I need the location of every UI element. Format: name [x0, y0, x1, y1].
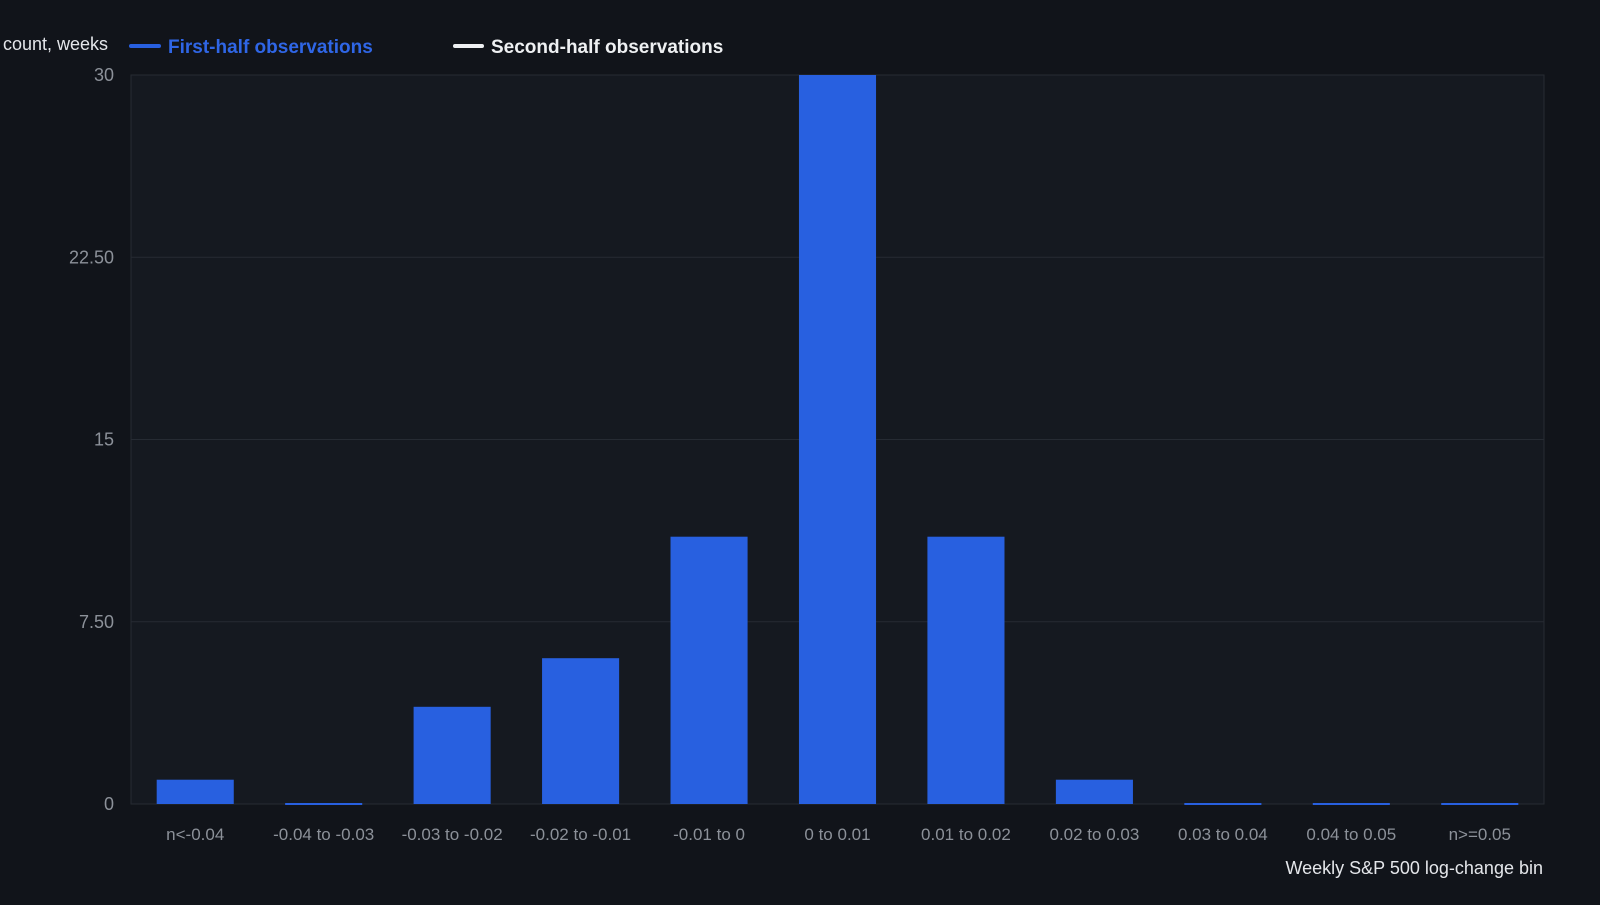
bar[interactable]	[156, 779, 234, 804]
bar[interactable]	[542, 658, 620, 804]
bar[interactable]	[1312, 803, 1390, 805]
y-axis-ticks: 0 7.50 15 22.50 30	[69, 65, 114, 814]
x-tick-label: -0.01 to 0	[673, 825, 745, 844]
bars	[156, 75, 1519, 805]
bar[interactable]	[670, 536, 748, 804]
y-tick-label: 30	[94, 65, 114, 85]
x-tick-label: -0.03 to -0.02	[402, 825, 503, 844]
bar[interactable]	[927, 536, 1005, 804]
bar[interactable]	[1441, 803, 1519, 805]
legend-label-second-half: Second-half observations	[491, 37, 723, 58]
bar[interactable]	[285, 803, 363, 805]
legend-label-first-half: First-half observations	[168, 37, 373, 58]
x-tick-label: 0.04 to 0.05	[1306, 825, 1396, 844]
bar[interactable]	[1184, 803, 1262, 805]
x-tick-label: -0.02 to -0.01	[530, 825, 631, 844]
x-axis-label: Weekly S&P 500 log-change bin	[1285, 858, 1543, 878]
y-axis-label: count, weeks	[3, 34, 108, 54]
y-tick-label: 0	[104, 794, 114, 814]
x-tick-label: -0.04 to -0.03	[273, 825, 374, 844]
y-tick-label: 15	[94, 430, 114, 450]
legend-item-second-half[interactable]: Second-half observations	[453, 37, 723, 58]
y-tick-label: 7.50	[79, 612, 114, 632]
bar[interactable]	[413, 706, 491, 804]
x-axis-ticks: n<-0.04 -0.04 to -0.03 -0.03 to -0.02 -0.02…	[166, 825, 1511, 844]
x-tick-label: n<-0.04	[166, 825, 224, 844]
y-tick-label: 22.50	[69, 247, 114, 267]
bar[interactable]	[798, 75, 877, 804]
legend: First-half observations Second-half obse…	[129, 37, 723, 58]
x-tick-label: n>=0.05	[1449, 825, 1511, 844]
bar[interactable]	[1055, 779, 1133, 804]
x-tick-label: 0 to 0.01	[804, 825, 870, 844]
x-tick-label: 0.02 to 0.03	[1050, 825, 1140, 844]
x-tick-label: 0.01 to 0.02	[921, 825, 1011, 844]
legend-item-first-half[interactable]: First-half observations	[129, 37, 373, 58]
x-tick-label: 0.03 to 0.04	[1178, 825, 1268, 844]
